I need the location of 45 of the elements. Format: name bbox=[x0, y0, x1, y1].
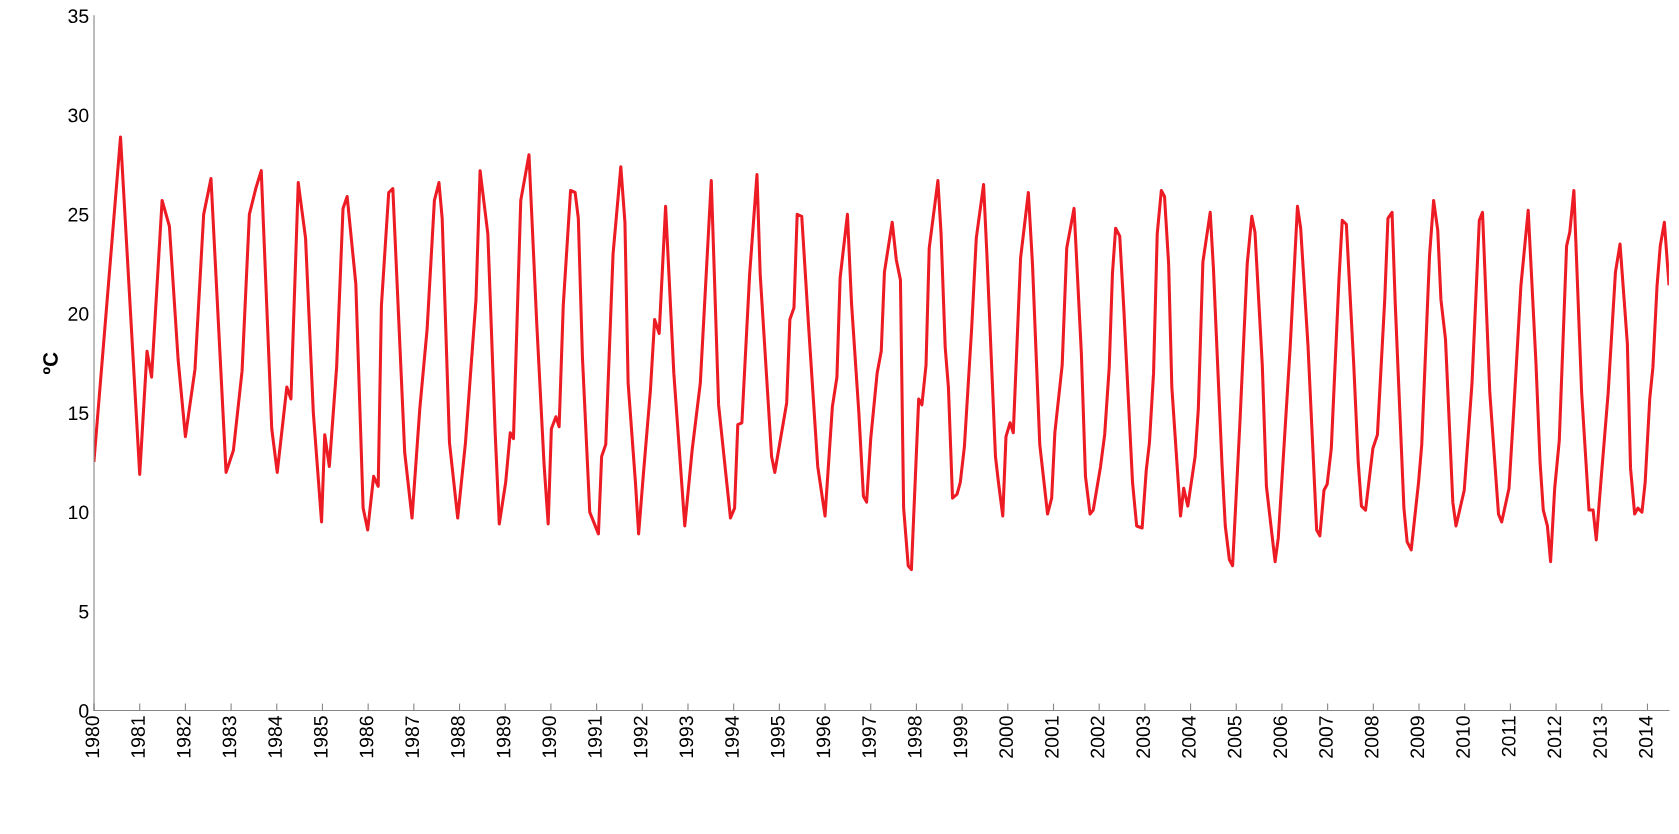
x-tick-label: 2005 bbox=[1227, 716, 1242, 758]
x-tick-label: 1986 bbox=[359, 716, 374, 758]
x-tick-label: 1995 bbox=[770, 716, 785, 758]
line-series bbox=[94, 135, 1669, 572]
x-tick-label: 1993 bbox=[679, 716, 694, 758]
x-tick-label: 1981 bbox=[131, 716, 145, 758]
y-tick-label: 0 bbox=[79, 704, 89, 718]
x-tick-label: 2000 bbox=[999, 716, 1014, 758]
x-tick-label: 1984 bbox=[268, 715, 282, 758]
y-tick-label: 30 bbox=[68, 108, 89, 123]
x-tick-label: 2013 bbox=[1593, 716, 1607, 758]
y-tick-label: 10 bbox=[69, 505, 89, 520]
y-tick-label: 20 bbox=[68, 307, 89, 321]
x-tick-label: 1982 bbox=[176, 716, 191, 758]
x-tick-label: 2001 bbox=[1044, 716, 1059, 758]
x-tick-label: 1996 bbox=[816, 716, 831, 758]
x-tick-label: 2003 bbox=[1136, 716, 1151, 758]
x-tick-label: 1998 bbox=[907, 716, 922, 758]
x-tick-label: 1997 bbox=[862, 716, 876, 758]
x-tick-label: 1987 bbox=[405, 716, 420, 758]
x-tick-label: 1994 bbox=[725, 715, 739, 758]
x-tick-label: 1999 bbox=[953, 716, 968, 758]
x-tick-label: 1980 bbox=[85, 716, 100, 758]
x-tick-label: 2004 bbox=[1182, 715, 1196, 758]
y-tick-label: 5 bbox=[79, 604, 89, 619]
x-tick-label: 2012 bbox=[1547, 716, 1562, 758]
y-axis-title: ºC bbox=[43, 352, 58, 375]
x-tick-label: 1983 bbox=[222, 716, 237, 758]
x-tick-label: 1990 bbox=[542, 716, 557, 758]
x-tick-label: 2014 bbox=[1638, 715, 1653, 758]
x-tick-label: 2008 bbox=[1364, 716, 1379, 758]
x-tick-label: 2010 bbox=[1456, 716, 1470, 758]
x-tick-label: 2002 bbox=[1090, 716, 1105, 758]
x-tick-label: 2009 bbox=[1410, 716, 1425, 758]
x-tick-label: 2006 bbox=[1273, 716, 1288, 758]
y-tick-label: 15 bbox=[69, 406, 89, 421]
x-tick-label: 1992 bbox=[633, 716, 648, 758]
y-tick-label: 25 bbox=[68, 207, 89, 222]
x-tick-label: 2011 bbox=[1501, 716, 1516, 757]
x-tick-label: 1988 bbox=[450, 716, 465, 758]
x-tick-label: 1989 bbox=[496, 716, 511, 758]
x-tick-label: 2007 bbox=[1319, 716, 1333, 758]
x-tick-label: 1985 bbox=[313, 716, 328, 758]
y-tick-label: 35 bbox=[68, 9, 89, 24]
x-tick-label: 1991 bbox=[588, 716, 602, 758]
